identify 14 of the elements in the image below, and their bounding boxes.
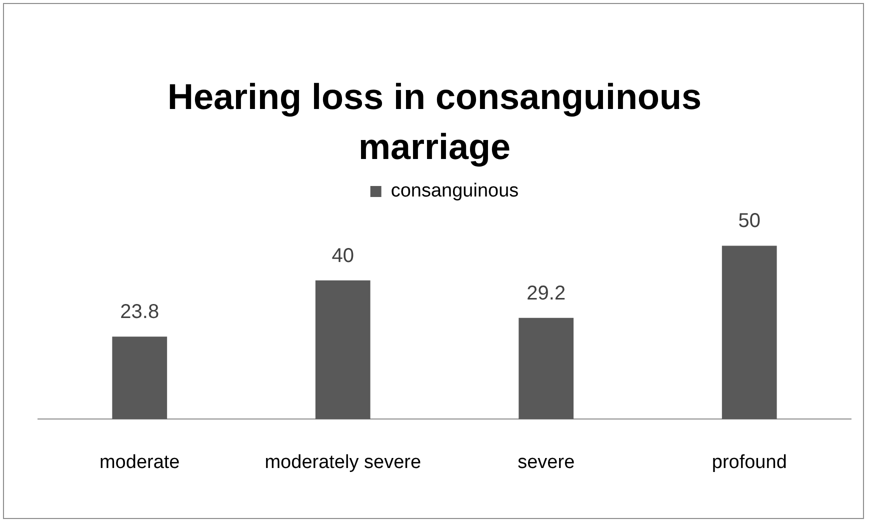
legend-label: consanguinous <box>390 180 519 202</box>
bar <box>315 280 370 420</box>
data-label: 50 <box>738 210 760 232</box>
bar <box>722 246 777 420</box>
bar <box>518 318 574 420</box>
data-label: 23.8 <box>120 301 160 324</box>
x-tick-label: profound <box>712 452 787 473</box>
data-label: 29.2 <box>526 282 566 304</box>
x-tick-label: moderately severe <box>264 452 422 473</box>
x-tick-label: moderate <box>99 452 180 473</box>
chart-title: Hearing loss in consanguinous marriage <box>166 75 703 169</box>
x-tick-label: severe <box>518 452 575 473</box>
data-label: 40 <box>332 244 354 267</box>
bar <box>112 336 168 420</box>
